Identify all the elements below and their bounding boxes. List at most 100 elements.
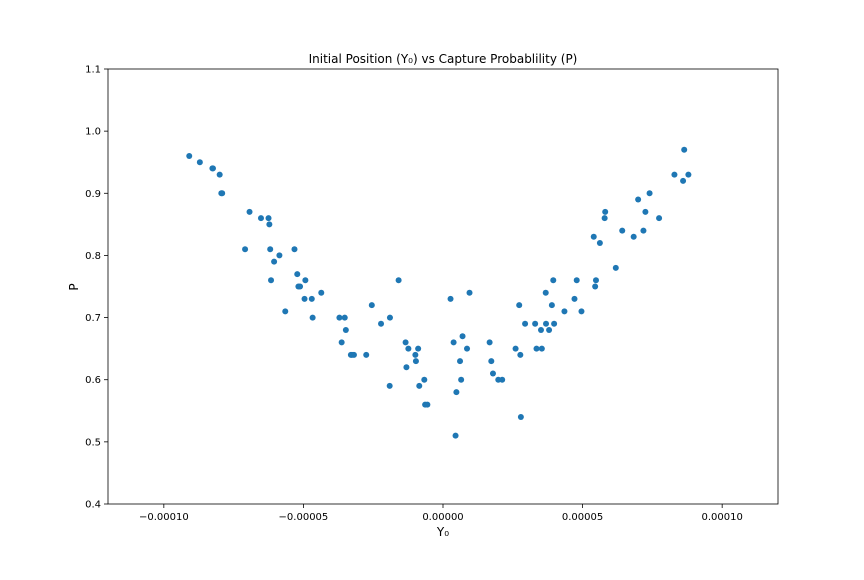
data-point: [291, 246, 298, 253]
data-point: [459, 333, 466, 340]
data-point: [646, 190, 653, 197]
data-point: [488, 358, 495, 365]
data-point: [602, 208, 609, 215]
data-point: [403, 364, 410, 371]
data-point: [338, 339, 345, 346]
data-point: [452, 432, 459, 439]
data-point: [271, 258, 278, 265]
data-point: [350, 351, 357, 358]
y-tick-label: 0.7: [85, 313, 101, 324]
data-point: [499, 376, 506, 383]
data-point: [276, 252, 283, 259]
data-point: [489, 370, 496, 377]
data-point: [656, 215, 663, 222]
data-point: [209, 165, 216, 172]
data-point: [573, 277, 580, 284]
data-point: [601, 215, 608, 222]
data-point: [412, 358, 419, 365]
x-tick-label: 0.00010: [701, 512, 742, 523]
x-tick-label: −0.00010: [139, 512, 189, 523]
y-tick-label: 0.6: [85, 375, 101, 386]
data-point: [542, 289, 549, 296]
data-point: [402, 339, 409, 346]
data-point: [378, 320, 385, 327]
data-point: [416, 382, 423, 389]
y-tick-label: 0.5: [85, 437, 101, 448]
data-point: [522, 320, 529, 327]
data-point: [592, 277, 599, 284]
plot-frame: [107, 68, 779, 505]
data-point: [517, 414, 524, 420]
data-point: [512, 345, 519, 352]
data-point: [635, 196, 642, 203]
data-point: [246, 208, 253, 215]
data-point: [685, 171, 692, 178]
data-point: [640, 227, 647, 234]
data-point: [548, 302, 555, 309]
data-point: [596, 240, 603, 246]
y-axis-label: P: [67, 283, 81, 290]
data-point: [466, 289, 473, 296]
data-point: [458, 376, 465, 383]
data-point: [265, 215, 272, 222]
y-tick-label: 1.0: [85, 127, 101, 138]
data-point: [297, 283, 304, 290]
data-point: [551, 320, 558, 327]
data-point: [412, 351, 419, 358]
data-points: [186, 146, 692, 439]
x-tick-label: 0.00005: [562, 512, 603, 523]
data-point: [415, 345, 422, 352]
chart-title: Initial Position (Y₀) vs Capture Probabl…: [309, 52, 578, 66]
data-point: [242, 246, 249, 253]
data-point: [186, 153, 193, 159]
data-point: [592, 283, 599, 290]
data-point: [341, 314, 348, 321]
y-tick-label: 0.9: [85, 189, 101, 200]
data-point: [424, 401, 431, 408]
data-point: [546, 327, 553, 333]
data-point: [561, 308, 568, 315]
data-point: [447, 295, 454, 302]
y-tick-label: 0.4: [85, 500, 101, 511]
data-point: [571, 295, 578, 302]
data-point: [590, 233, 597, 240]
data-point: [342, 327, 349, 333]
data-point: [216, 171, 223, 178]
data-point: [386, 382, 393, 389]
data-point: [642, 208, 649, 215]
data-point: [619, 227, 626, 234]
data-point: [630, 233, 637, 240]
data-point: [309, 314, 316, 321]
data-point: [257, 215, 264, 222]
x-axis-label: Y₀: [436, 525, 449, 539]
data-point: [671, 171, 678, 178]
data-point: [578, 308, 585, 315]
data-point: [301, 295, 308, 302]
data-point: [450, 339, 457, 346]
data-point: [538, 345, 545, 352]
data-point: [533, 345, 540, 352]
data-point: [405, 345, 412, 352]
data-point: [516, 302, 523, 309]
data-point: [302, 277, 309, 284]
data-point: [368, 302, 375, 309]
x-tick-label: 0.00000: [422, 512, 463, 523]
data-point: [517, 351, 524, 358]
plot-area: [107, 68, 779, 505]
data-point: [386, 314, 393, 321]
data-point: [457, 358, 464, 365]
data-point: [308, 295, 315, 302]
data-point: [267, 246, 274, 253]
data-point: [196, 159, 203, 166]
data-point: [550, 277, 557, 284]
y-tick-label: 0.8: [85, 251, 101, 262]
data-point: [612, 264, 619, 271]
data-point: [219, 190, 226, 197]
data-point: [266, 221, 273, 228]
data-point: [268, 277, 275, 284]
data-point: [486, 339, 493, 346]
data-point: [294, 271, 301, 278]
data-point: [537, 327, 544, 333]
data-point: [363, 351, 370, 358]
